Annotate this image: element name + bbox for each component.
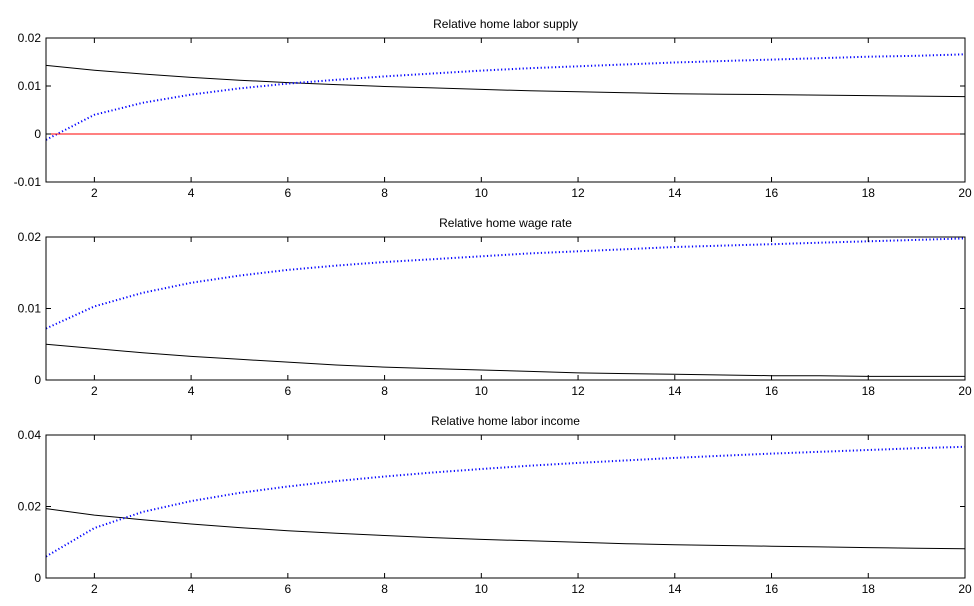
y-tick-label: 0.04	[18, 428, 42, 442]
x-tick-label: 16	[765, 582, 779, 596]
x-tick-label: 4	[188, 384, 195, 398]
axes-frame	[45, 236, 966, 381]
x-tick-label: 10	[475, 582, 489, 596]
x-tick-label: 10	[475, 384, 489, 398]
x-tick-label: 8	[381, 384, 388, 398]
y-tick-label: 0	[34, 571, 41, 585]
panel-relative-home-wage-rate: Relative home wage rate 2 4 6 8 10 12 14 16 18 20…	[18, 216, 972, 398]
panel-relative-home-labor-supply: Relative home labor supply 2 4 6 8 10 12 14 16 1…	[14, 17, 972, 200]
x-tick-label: 6	[284, 384, 291, 398]
chart-title: Relative home labor supply	[433, 17, 578, 31]
x-tick-label: 12	[571, 384, 585, 398]
x-tick-label: 12	[571, 186, 585, 200]
x-tick-label: 2	[91, 384, 98, 398]
x-tick-label: 20	[958, 384, 972, 398]
x-tick-label: 14	[668, 582, 682, 596]
series-line-black-solid	[46, 508, 965, 550]
x-tick-label: 8	[381, 186, 388, 200]
x-tick-label: 2	[91, 186, 98, 200]
x-tick-label: 18	[862, 186, 876, 200]
series-line-black-solid	[46, 343, 965, 377]
x-tick-label: 20	[958, 582, 972, 596]
x-tick-label: 4	[188, 186, 195, 200]
y-tick-label: 0.02	[18, 230, 42, 244]
series-line-black-solid	[46, 64, 965, 98]
x-tick-label: 10	[475, 186, 489, 200]
x-tick-label: 16	[765, 384, 779, 398]
plot-area	[46, 445, 965, 558]
series-line-blue-dotted	[46, 53, 965, 141]
y-tick-label: 0	[34, 373, 41, 387]
axes-frame	[45, 434, 966, 579]
x-tick-label: 12	[571, 582, 585, 596]
x-tick-label: 2	[91, 582, 98, 596]
x-tick-label: 4	[188, 582, 195, 596]
x-tick-label: 20	[958, 186, 972, 200]
series-line-blue-dotted	[46, 237, 965, 330]
plot-area	[46, 237, 965, 377]
x-tick-label: 6	[284, 582, 291, 596]
x-tick-label: 16	[765, 186, 779, 200]
plot-area	[46, 53, 965, 141]
chart-title: Relative home labor income	[431, 414, 580, 428]
x-tick-label: 14	[668, 186, 682, 200]
x-tick-label: 14	[668, 384, 682, 398]
x-tick-label: 8	[381, 582, 388, 596]
x-tick-label: 18	[862, 384, 876, 398]
y-tick-label: 0	[34, 127, 41, 141]
y-tick-label: 0.01	[18, 302, 42, 316]
x-tick-label: 6	[284, 186, 291, 200]
panel-relative-home-labor-income: Relative home labor income 2 4 6 8 10 12 14 16 1…	[18, 414, 972, 596]
y-tick-label: 0.02	[18, 31, 42, 45]
axes-frame	[45, 37, 966, 183]
chart-title: Relative home wage rate	[439, 216, 572, 230]
y-tick-label: -0.01	[14, 175, 42, 189]
y-tick-label: 0.02	[18, 500, 42, 514]
y-tick-label: 0.01	[18, 79, 42, 93]
x-tick-label: 18	[862, 582, 876, 596]
